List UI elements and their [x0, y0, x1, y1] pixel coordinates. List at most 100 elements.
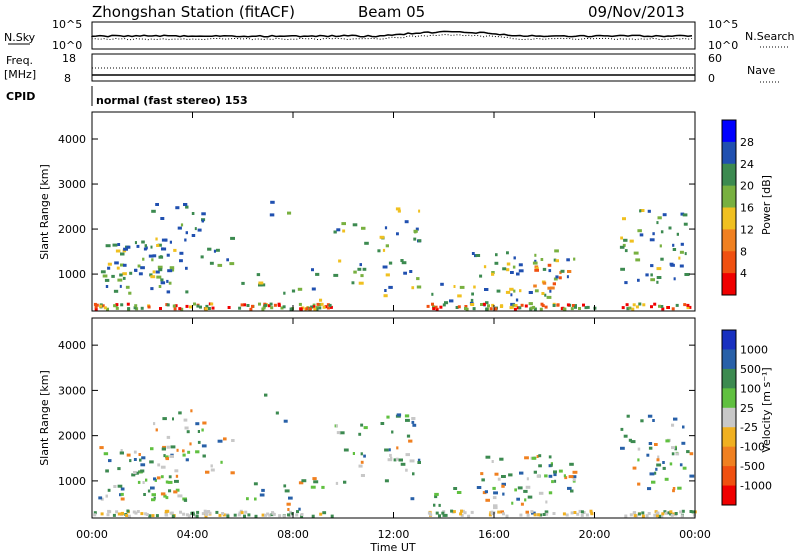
range-gate-cell: [656, 221, 659, 225]
range-gate-cell: [139, 458, 142, 462]
range-gate-cell: [548, 455, 552, 459]
range-gate-cell: [573, 478, 576, 482]
range-gate-cell: [549, 289, 552, 293]
range-gate-cell: [259, 493, 265, 497]
range-gate-cell: [671, 452, 675, 456]
range-gate-cell: [536, 455, 539, 458]
ground-scatter-cell: [661, 512, 665, 516]
ground-scatter-cell: [174, 304, 178, 308]
colorbar-tick-label: 100: [740, 382, 761, 395]
ground-scatter-cell: [311, 514, 315, 518]
colorbar-frame: [721, 329, 737, 506]
ground-scatter-cell: [624, 514, 628, 518]
range-gate-cell: [258, 283, 263, 287]
date-label: 09/Nov/2013: [588, 3, 685, 21]
ground-scatter-cell: [165, 513, 169, 517]
ground-scatter-cell: [482, 302, 486, 306]
ground-scatter-cell: [589, 509, 593, 513]
range-gate-cell: [569, 462, 574, 466]
range-gate-cell: [134, 241, 137, 245]
range-gate-cell: [647, 209, 651, 213]
ground-scatter-cell: [164, 509, 168, 513]
ground-scatter-cell: [267, 304, 271, 308]
range-gate-cell: [657, 455, 660, 459]
ground-scatter-cell: [238, 306, 242, 310]
range-gate-cell: [538, 491, 544, 495]
range-gate-cell: [570, 489, 574, 493]
xtick-label: 08:00: [277, 528, 309, 541]
ground-scatter-cell: [556, 303, 560, 307]
range-gate-cell: [391, 430, 394, 434]
range-gate-cell: [566, 258, 570, 262]
range-gate-cell: [440, 282, 444, 286]
range-gate-cell: [189, 442, 192, 446]
range-gate-cell: [363, 454, 366, 458]
range-gate-cell: [620, 446, 625, 450]
range-gate-cell: [470, 298, 474, 302]
range-gate-cell: [142, 481, 145, 484]
range-gate-cell: [156, 244, 160, 247]
range-gate-cell: [169, 454, 174, 458]
range-gate-cell: [524, 456, 529, 460]
range-gate-cell: [496, 289, 501, 293]
range-gate-cell: [360, 423, 364, 427]
range-gate-cell: [544, 293, 547, 297]
nsky-label: N.Sky: [4, 31, 36, 44]
range-gate-cell: [633, 251, 639, 255]
range-gate-cell: [209, 261, 214, 265]
range-gate-cell: [519, 471, 524, 475]
colorbar-tick-label: 16: [740, 202, 754, 215]
xtick-label: 00:00: [679, 528, 711, 541]
range-gate-cell: [384, 448, 389, 452]
ground-scatter-cell: [505, 514, 509, 518]
ground-scatter-cell: [120, 303, 124, 307]
range-gate-cell: [476, 486, 482, 489]
range-gate-cell: [178, 411, 182, 415]
range-gate-cell: [264, 393, 268, 397]
range-gate-cell: [116, 266, 120, 270]
range-gate-cell: [637, 482, 641, 486]
range-gate-cell: [125, 285, 130, 289]
range-gate-cell: [623, 434, 628, 438]
velocity-ylabel: Slant Range [km]: [38, 370, 51, 466]
range-gate-cell: [117, 243, 121, 246]
range-gate-cell: [143, 493, 146, 496]
ground-scatter-cell: [330, 514, 334, 518]
ground-scatter-cell: [261, 513, 265, 517]
range-gate-cell: [197, 430, 200, 433]
range-gate-cell: [659, 244, 662, 248]
ground-scatter-cell: [645, 514, 649, 518]
range-gate-cell: [163, 454, 166, 458]
range-gate-cell: [483, 265, 487, 269]
ground-scatter-cell: [117, 512, 121, 516]
ground-scatter-cell: [661, 307, 665, 311]
ground-scatter-cell: [524, 304, 528, 308]
ground-scatter-cell: [240, 303, 244, 307]
range-gate-cell: [650, 264, 654, 268]
ground-scatter-cell: [322, 305, 326, 309]
range-gate-cell: [183, 418, 188, 422]
range-gate-cell: [637, 278, 640, 282]
ground-scatter-cell: [626, 307, 630, 311]
range-gate-cell: [119, 273, 123, 277]
range-gate-cell: [679, 264, 684, 268]
range-gate-cell: [664, 477, 669, 481]
range-gate-cell: [485, 498, 490, 502]
cpid-text: normal (fast stereo) 153: [96, 94, 248, 107]
colorbar-swatch: [722, 207, 736, 230]
ground-scatter-cell: [459, 512, 463, 516]
range-gate-cell: [173, 248, 177, 252]
ground-scatter-cell: [638, 302, 642, 306]
colorbar-frame: [721, 119, 737, 296]
range-gate-cell: [492, 496, 497, 500]
range-gate-cell: [388, 261, 393, 265]
range-gate-cell: [141, 240, 145, 244]
ground-scatter-cell: [205, 304, 209, 308]
ground-scatter-cell: [196, 304, 200, 308]
ground-scatter-cell: [545, 512, 549, 516]
range-gate-cell: [180, 223, 184, 227]
nsky-series-line: [91, 30, 693, 38]
range-gate-cell: [185, 205, 189, 209]
ground-scatter-cell: [93, 511, 97, 515]
range-gate-cell: [223, 437, 227, 441]
